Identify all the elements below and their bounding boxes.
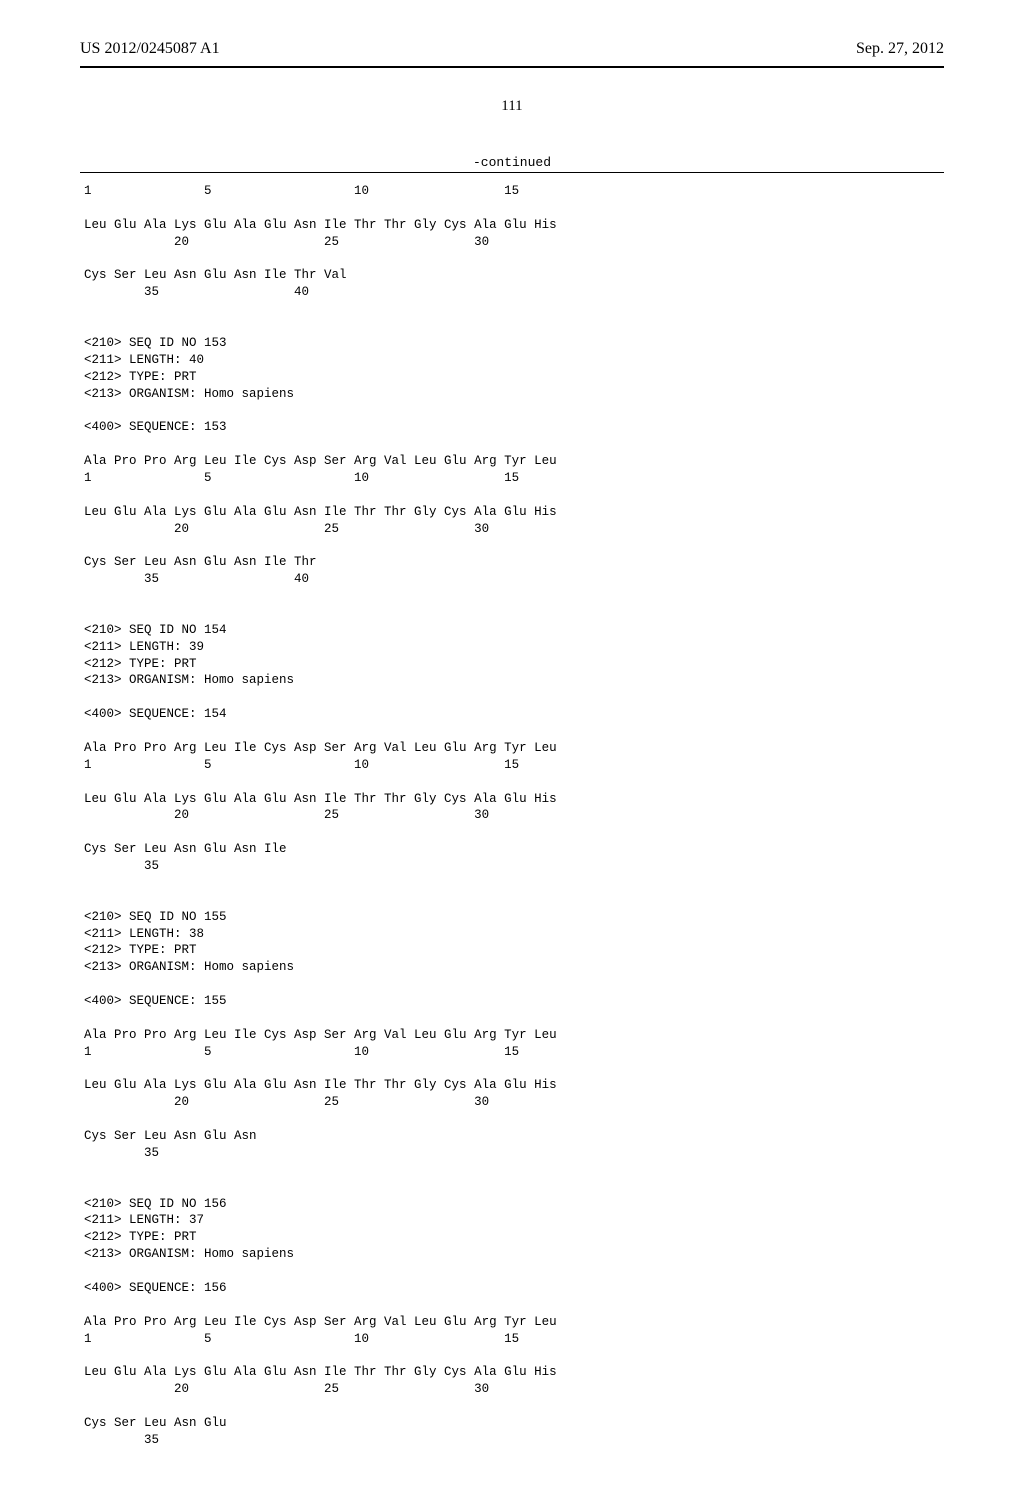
content-top-rule xyxy=(80,172,944,173)
page-header: US 2012/0245087 A1 Sep. 27, 2012 xyxy=(80,40,944,58)
continued-label: -continued xyxy=(80,155,944,170)
header-rule xyxy=(80,66,944,68)
publication-number: US 2012/0245087 A1 xyxy=(80,40,220,58)
publication-date: Sep. 27, 2012 xyxy=(856,40,944,58)
patent-page: US 2012/0245087 A1 Sep. 27, 2012 111 -co… xyxy=(0,0,1024,1489)
sequence-listing: 1 5 10 15 Leu Glu Ala Lys Glu Ala Glu As… xyxy=(80,183,944,1449)
page-number: 111 xyxy=(80,98,944,115)
